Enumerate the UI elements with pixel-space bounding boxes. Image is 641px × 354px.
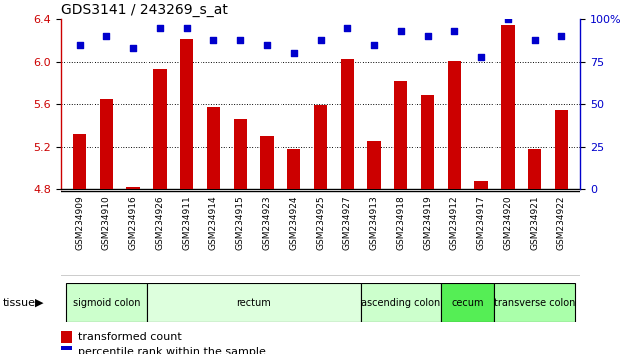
Text: GSM234924: GSM234924 <box>289 195 298 250</box>
Text: GSM234926: GSM234926 <box>155 195 165 250</box>
Text: transformed count: transformed count <box>78 332 181 342</box>
Bar <box>207 107 220 189</box>
Text: ascending colon: ascending colon <box>361 298 440 308</box>
Point <box>395 29 406 34</box>
Text: GSM234913: GSM234913 <box>369 195 379 250</box>
Bar <box>61 346 72 354</box>
Bar <box>153 69 167 189</box>
Bar <box>180 39 194 189</box>
Text: GDS3141 / 243269_s_at: GDS3141 / 243269_s_at <box>61 3 228 17</box>
Text: GSM234923: GSM234923 <box>262 195 272 250</box>
Point <box>342 25 353 31</box>
Bar <box>421 95 434 189</box>
Bar <box>554 110 568 189</box>
Text: cecum: cecum <box>451 298 484 308</box>
Point <box>529 37 540 43</box>
Text: ▶: ▶ <box>35 298 44 308</box>
Text: GSM234927: GSM234927 <box>343 195 352 250</box>
Point <box>476 54 487 60</box>
Bar <box>73 134 87 189</box>
Bar <box>528 149 541 189</box>
Text: sigmoid colon: sigmoid colon <box>72 298 140 308</box>
Point <box>449 29 460 34</box>
Bar <box>287 149 301 189</box>
Text: transverse colon: transverse colon <box>494 298 575 308</box>
Bar <box>66 283 147 322</box>
Bar <box>394 81 408 189</box>
Text: GSM234911: GSM234911 <box>182 195 191 250</box>
Point <box>369 42 379 48</box>
Bar <box>260 136 274 189</box>
Bar <box>100 99 113 189</box>
Point <box>235 37 246 43</box>
Bar <box>494 283 575 322</box>
Text: tissue: tissue <box>3 298 36 308</box>
Point <box>181 25 192 31</box>
Text: GSM234916: GSM234916 <box>129 195 138 250</box>
Bar <box>447 61 461 189</box>
Text: GSM234909: GSM234909 <box>75 195 84 250</box>
Point <box>208 37 219 43</box>
Text: GSM234912: GSM234912 <box>450 195 459 250</box>
Text: GSM234919: GSM234919 <box>423 195 432 250</box>
Bar <box>233 119 247 189</box>
Bar <box>367 141 381 189</box>
Bar <box>61 331 72 343</box>
Point <box>556 34 567 39</box>
Bar <box>501 25 515 189</box>
Text: GSM234922: GSM234922 <box>557 195 566 250</box>
Point <box>74 42 85 48</box>
Point <box>288 51 299 56</box>
Point <box>262 42 272 48</box>
Text: GSM234914: GSM234914 <box>209 195 218 250</box>
Bar <box>314 105 327 189</box>
Bar <box>441 283 494 322</box>
Point <box>128 46 138 51</box>
Point <box>315 37 326 43</box>
Bar <box>126 187 140 189</box>
Text: GSM234910: GSM234910 <box>102 195 111 250</box>
Bar <box>474 181 488 189</box>
Text: rectum: rectum <box>237 298 271 308</box>
Bar <box>147 283 361 322</box>
Bar <box>340 59 354 189</box>
Text: GSM234925: GSM234925 <box>316 195 325 250</box>
Text: GSM234921: GSM234921 <box>530 195 539 250</box>
Point <box>503 17 513 22</box>
Bar <box>361 283 441 322</box>
Text: GSM234917: GSM234917 <box>476 195 486 250</box>
Text: GSM234920: GSM234920 <box>503 195 512 250</box>
Text: GSM234915: GSM234915 <box>236 195 245 250</box>
Text: percentile rank within the sample: percentile rank within the sample <box>78 347 265 354</box>
Point <box>422 34 433 39</box>
Point <box>154 25 165 31</box>
Text: GSM234918: GSM234918 <box>396 195 405 250</box>
Point <box>101 34 112 39</box>
